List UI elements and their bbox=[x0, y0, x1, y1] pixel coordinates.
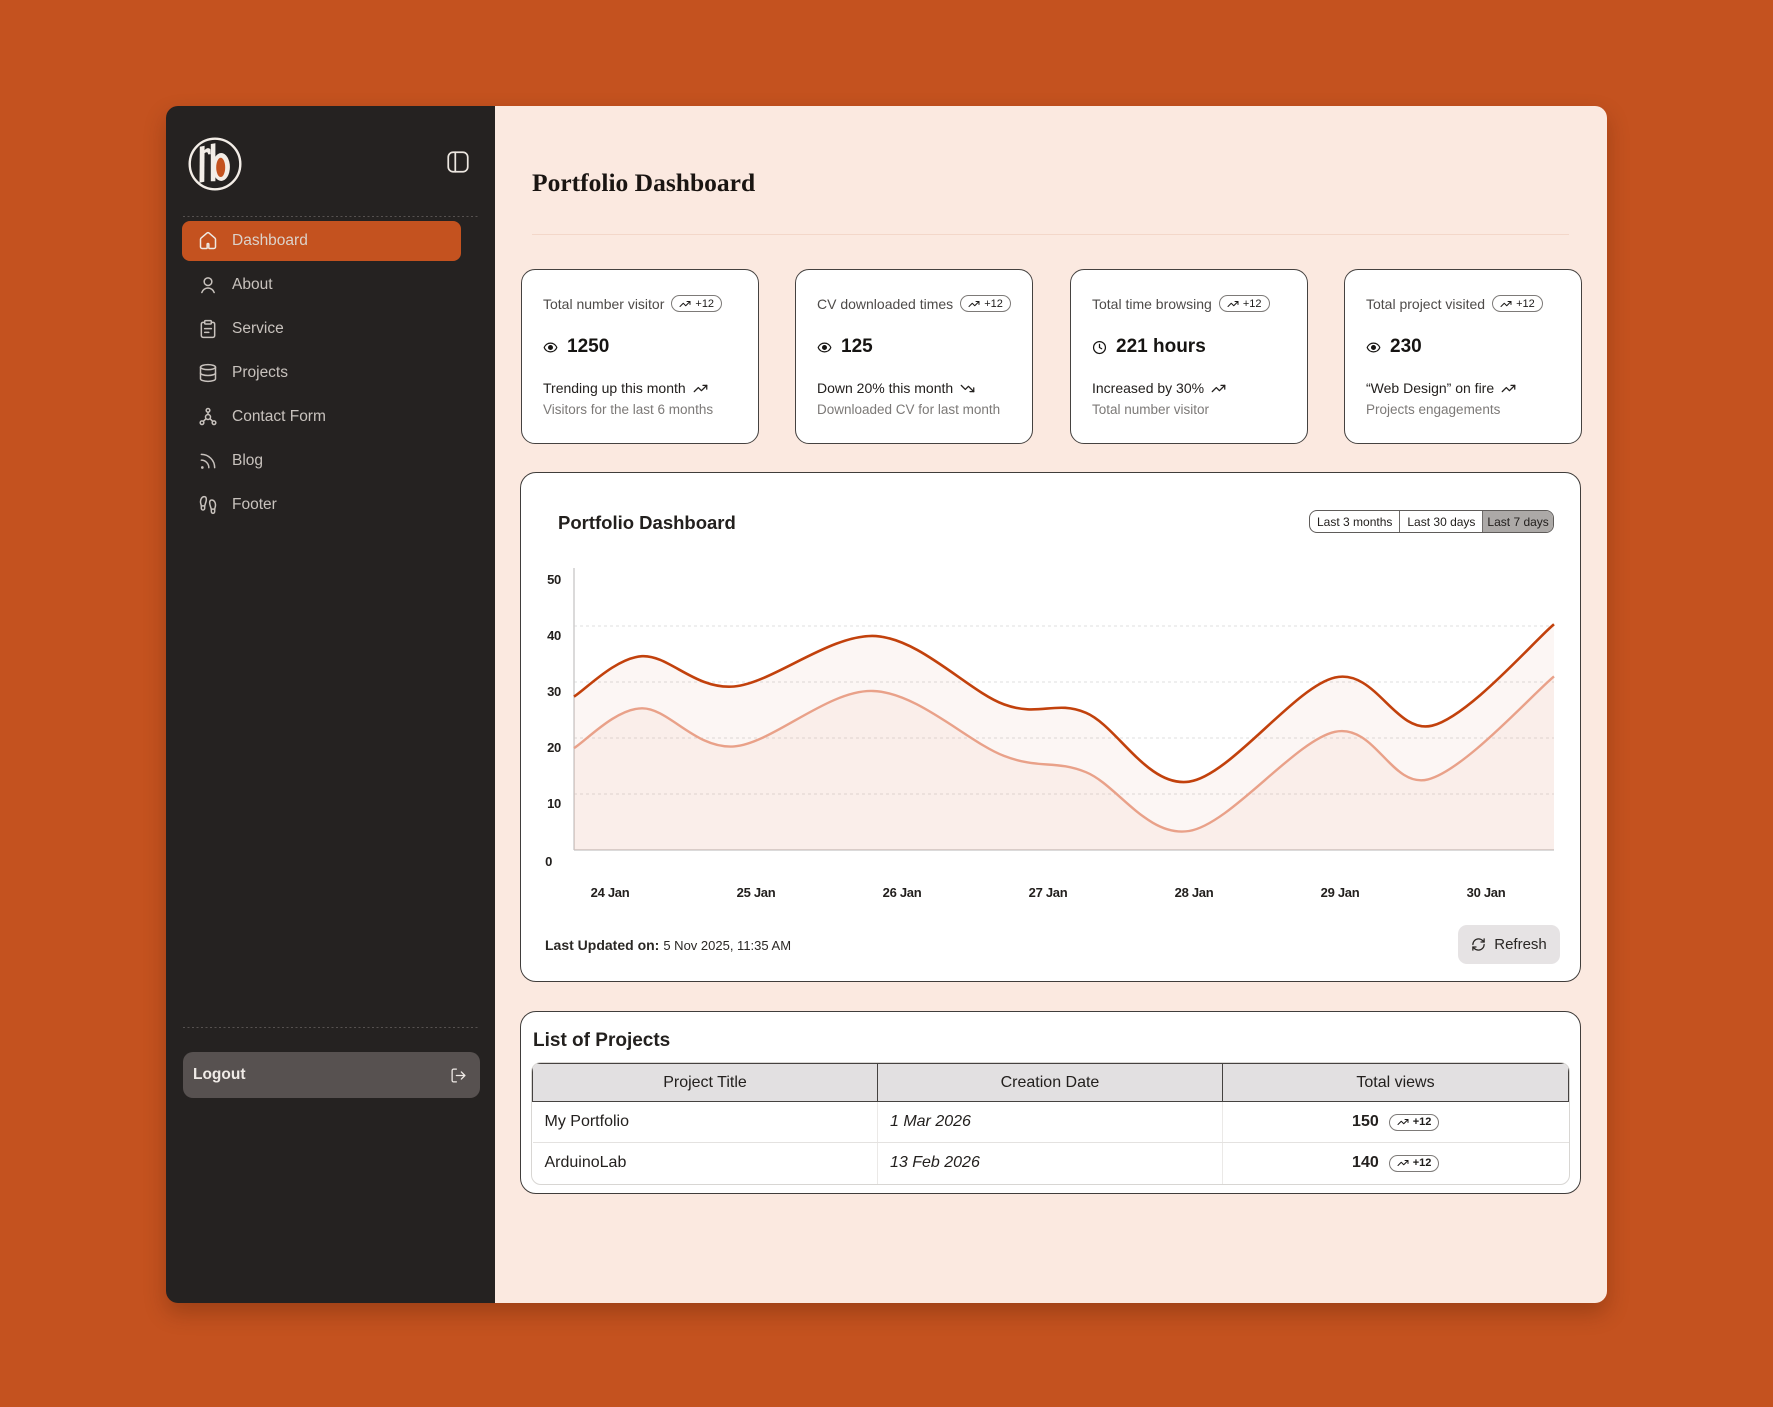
svg-text:20: 20 bbox=[547, 740, 561, 755]
svg-text:25 Jan: 25 Jan bbox=[737, 885, 776, 900]
svg-text:30: 30 bbox=[547, 684, 561, 699]
svg-text:28 Jan: 28 Jan bbox=[1175, 885, 1214, 900]
svg-text:26 Jan: 26 Jan bbox=[883, 885, 922, 900]
svg-text:27 Jan: 27 Jan bbox=[1029, 885, 1068, 900]
svg-text:10: 10 bbox=[547, 796, 561, 811]
svg-text:40: 40 bbox=[547, 628, 561, 643]
svg-text:30 Jan: 30 Jan bbox=[1467, 885, 1506, 900]
svg-text:50: 50 bbox=[547, 572, 561, 587]
svg-text:29 Jan: 29 Jan bbox=[1321, 885, 1360, 900]
svg-text:24 Jan: 24 Jan bbox=[591, 885, 630, 900]
svg-text:0: 0 bbox=[545, 854, 552, 869]
